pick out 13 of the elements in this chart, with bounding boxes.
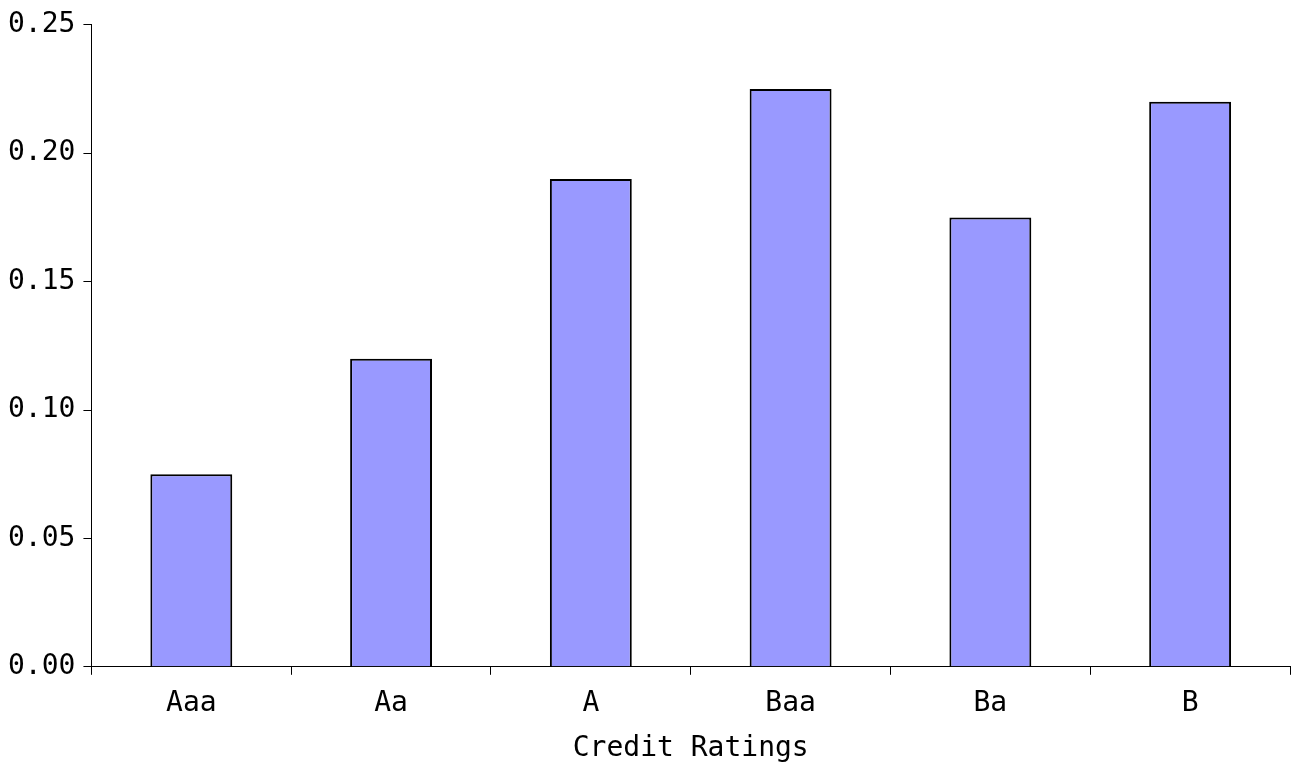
y-tick-label: 0.15 xyxy=(7,262,76,296)
x-tick-label: B xyxy=(1181,684,1199,718)
x-tick-label: Aa xyxy=(374,684,408,718)
x-tick-label: Aaa xyxy=(166,684,217,718)
y-tick-label: 0.10 xyxy=(7,391,76,425)
y-tick-label: 0.20 xyxy=(7,134,76,168)
x-tick-label: Baa xyxy=(765,684,816,718)
y-tick-label: 0.25 xyxy=(7,6,76,40)
y-tick-label: 0.05 xyxy=(7,519,76,553)
y-tick-label: 0.00 xyxy=(7,648,76,682)
x-tick-label: A xyxy=(582,684,600,718)
x-axis-title: Credit Ratings xyxy=(572,730,809,764)
x-tick-label: Ba xyxy=(973,684,1008,718)
